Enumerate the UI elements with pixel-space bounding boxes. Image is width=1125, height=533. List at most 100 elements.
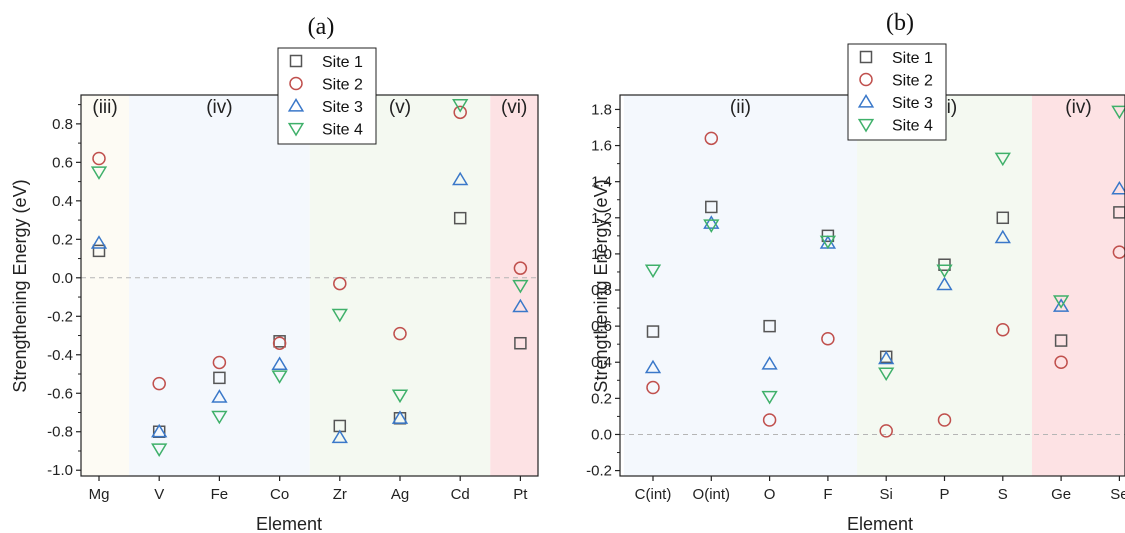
marker-site-3-s (994, 229, 1011, 244)
region-band-3 (490, 95, 538, 476)
marker-site-2-pt (513, 261, 528, 275)
region-label-0: (iii) (92, 97, 117, 118)
legend-entry-1: Site 1 (892, 50, 933, 67)
legend-box (277, 47, 377, 145)
marker-site-4-ge (1052, 295, 1070, 309)
marker-site-1-mg (92, 244, 106, 258)
marker-site-3-v (151, 423, 168, 438)
legend-entry-3: Site 3 (322, 99, 363, 116)
panel-a-label: (a) (308, 14, 335, 40)
legend-entry-2: Site 2 (322, 77, 363, 94)
marker-site-1-o (763, 319, 776, 333)
y-tick-label: 1.6 (591, 138, 612, 155)
region-band-2 (309, 95, 491, 476)
legend-marker-3 (857, 94, 875, 108)
x-tick-label: Ag (391, 486, 409, 503)
y-tick-label: 1.0 (591, 246, 612, 263)
marker-site-2-v (152, 376, 166, 391)
x-tick-label: Cd (451, 486, 470, 503)
x-tick-label: Fe (211, 486, 229, 503)
x-tick-label: O (764, 486, 776, 503)
x-tick-label: Co (270, 486, 289, 503)
legend-marker-1 (859, 50, 873, 64)
panel-a-x-axis-label: Element (256, 514, 322, 533)
panel-b-y-axis-label: Strengthening Energy (eV) (591, 179, 611, 392)
legend-entry-1: Site 1 (322, 54, 363, 71)
x-tick-label: S (998, 486, 1008, 503)
x-tick-label: O(int) (693, 486, 731, 503)
marker-site-4-oint (703, 219, 720, 233)
marker-site-4-pt (512, 279, 529, 294)
marker-site-4-s (994, 152, 1011, 167)
y-tick-label: 0.4 (591, 354, 612, 371)
x-tick-label: V (154, 486, 164, 503)
marker-site-3-zr (331, 429, 348, 444)
marker-site-3-pt (512, 298, 529, 313)
panel-a-y-axis-label: Strengthening Energy (eV) (10, 179, 30, 392)
marker-site-3-cint (644, 359, 662, 374)
marker-site-2-ge (1054, 355, 1068, 369)
marker-site-4-co (271, 370, 288, 384)
marker-site-2-o (762, 413, 777, 427)
marker-site-3-p (936, 276, 953, 291)
y-tick-label: 0.4 (52, 193, 73, 210)
marker-site-3-oint (703, 215, 720, 229)
y-tick-label: -1.0 (47, 462, 73, 479)
legend-marker-4 (287, 122, 305, 137)
x-tick-label: Pt (513, 486, 528, 503)
y-tick-label: 0.6 (52, 154, 73, 171)
marker-site-1-fe (213, 371, 226, 385)
marker-site-3-mg (90, 235, 108, 249)
marker-site-2-s (996, 322, 1010, 337)
marker-site-4-f (819, 235, 837, 250)
legend-entry-4: Site 4 (322, 122, 363, 139)
marker-site-2-se (1112, 245, 1125, 259)
marker-site-2-zr (333, 276, 347, 291)
marker-site-3-se (1111, 180, 1125, 195)
y-tick-label: 0.0 (591, 426, 612, 443)
marker-site-3-ge (1052, 298, 1070, 312)
x-tick-label: Ge (1051, 486, 1071, 503)
x-tick-label: F (823, 486, 832, 503)
x-tick-label: Zr (333, 486, 347, 503)
panel-a-axes: 0.8 0.6 0.4 0.2 0.0 -0.2 -0.4 -0.6 -0.8 -1.0 Mg V Fe… (47, 94, 539, 503)
panel-b-regions: (ii)(iii)(iv) (623, 95, 1125, 476)
marker-site-3-si (878, 350, 895, 365)
marker-site-3-co (271, 356, 288, 371)
legend-marker-3 (287, 98, 305, 112)
legend-entry-4: Site 4 (892, 118, 933, 135)
legend-marker-4 (857, 118, 875, 133)
marker-site-2-cd (453, 105, 467, 120)
marker-site-2-fe (212, 355, 227, 370)
marker-site-4-o (761, 390, 778, 405)
legend-marker-1 (289, 54, 303, 68)
marker-site-2-oint (704, 131, 719, 146)
marker-site-3-o (761, 356, 778, 370)
marker-site-4-mg (90, 166, 108, 180)
region-band-1 (857, 95, 1032, 476)
marker-site-1-oint (705, 200, 718, 214)
panel-b-x-axis-label: Element (847, 514, 913, 533)
marker-site-4-si (878, 367, 895, 382)
marker-site-4-se (1111, 105, 1125, 120)
panel-b: (b) (ii)(iii)(iv) 1.8 1.6 1.4 1.2 1.0 0.8 0.6 0… (586, 10, 1125, 533)
legend-marker-2 (859, 72, 873, 87)
marker-site-1-pt (514, 336, 527, 350)
panel-b-legend: Site 1 Site 2 Site 3 Site 4 (847, 43, 947, 141)
marker-site-4-zr (331, 308, 348, 323)
region-band-0 (81, 95, 130, 476)
region-label-2: (iv) (1065, 97, 1091, 118)
y-tick-label: -0.2 (586, 463, 612, 480)
marker-site-2-ag (393, 326, 407, 341)
x-tick-label: Se (1110, 486, 1125, 503)
x-tick-label: P (939, 486, 949, 503)
y-tick-label: 1.4 (591, 174, 612, 191)
marker-site-3-ag (391, 410, 409, 424)
y-tick-label: 0.8 (591, 282, 612, 299)
marker-site-4-cd (452, 98, 469, 113)
marker-site-1-cint (646, 325, 660, 338)
y-tick-label: 0.2 (591, 390, 612, 407)
marker-site-1-ge (1054, 334, 1068, 347)
marker-site-3-cd (452, 171, 469, 186)
